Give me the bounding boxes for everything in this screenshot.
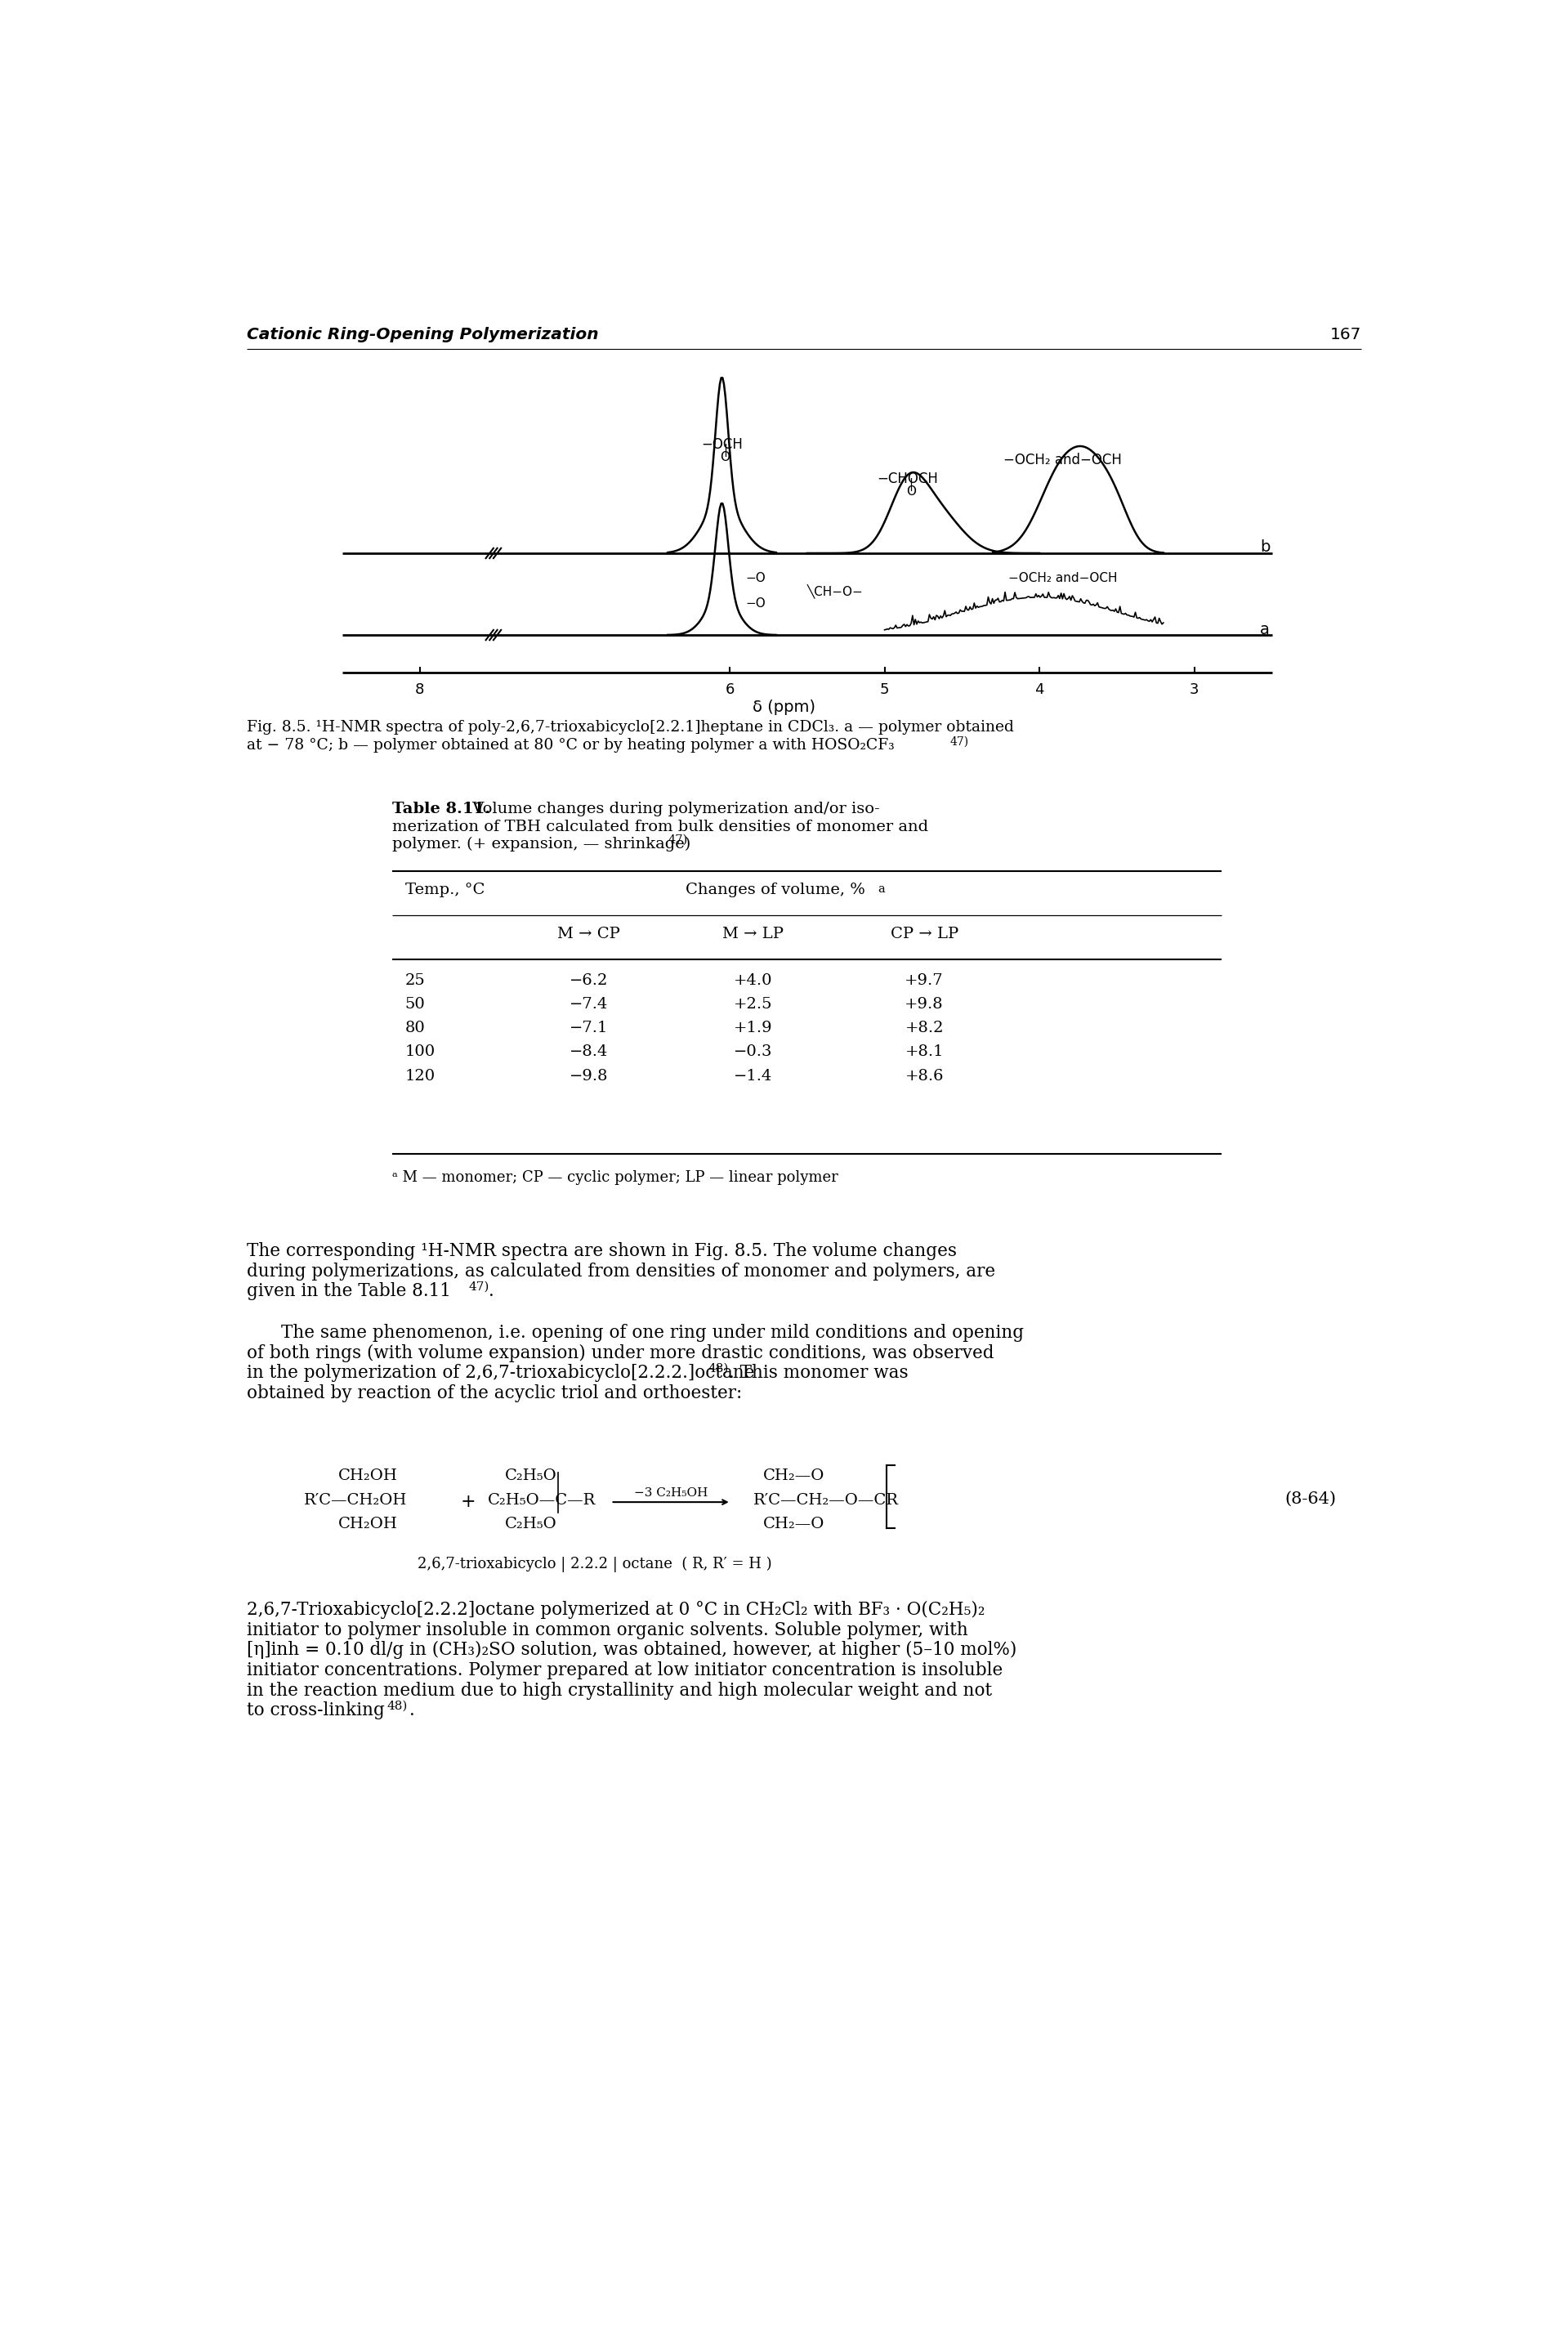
Text: −OCH₂ and−OCH: −OCH₂ and−OCH	[1008, 573, 1118, 585]
Text: of both rings (with volume expansion) under more drastic conditions, was observe: of both rings (with volume expansion) un…	[246, 1344, 994, 1362]
Text: |: |	[909, 477, 913, 491]
Text: a: a	[1259, 622, 1270, 638]
Text: O: O	[906, 484, 916, 498]
Text: −OCH₂ and−OCH: −OCH₂ and−OCH	[1004, 452, 1121, 468]
Text: (8-64): (8-64)	[1286, 1491, 1336, 1507]
Text: 5: 5	[880, 682, 889, 696]
Text: in the reaction medium due to high crystallinity and high molecular weight and n: in the reaction medium due to high cryst…	[246, 1682, 993, 1700]
Text: ╲CH−O−: ╲CH−O−	[808, 585, 864, 599]
Text: Table 8.11.: Table 8.11.	[392, 801, 491, 817]
Text: initiator concentrations. Polymer prepared at low initiator concentration is ins: initiator concentrations. Polymer prepar…	[246, 1661, 1002, 1679]
Text: R′C—CH₂—O—CR: R′C—CH₂—O—CR	[753, 1493, 898, 1507]
Text: +9.7: +9.7	[905, 974, 944, 987]
Text: M → CP: M → CP	[557, 927, 619, 941]
Text: +1.9: +1.9	[734, 1020, 773, 1036]
Text: +: +	[461, 1493, 477, 1512]
Text: polymer. (+ expansion, — shrinkage): polymer. (+ expansion, — shrinkage)	[392, 836, 691, 852]
Text: −9.8: −9.8	[569, 1069, 608, 1083]
Text: .: .	[409, 1702, 416, 1719]
Text: given in the Table 8.11: given in the Table 8.11	[246, 1283, 452, 1300]
Text: +9.8: +9.8	[905, 997, 944, 1011]
Text: +8.2: +8.2	[905, 1020, 944, 1036]
Text: 8: 8	[416, 682, 425, 696]
Text: 48): 48)	[707, 1362, 729, 1374]
Text: −O: −O	[745, 596, 765, 610]
Text: 50: 50	[405, 997, 425, 1011]
Text: 100: 100	[405, 1046, 436, 1060]
Text: Cationic Ring-Opening Polymerization: Cationic Ring-Opening Polymerization	[246, 326, 599, 342]
Text: [η]inh = 0.10 dl/g in (CH₃)₂SO solution, was obtained, however, at higher (5–10 : [η]inh = 0.10 dl/g in (CH₃)₂SO solution,…	[246, 1642, 1016, 1658]
Text: −7.1: −7.1	[569, 1020, 608, 1036]
Text: 3: 3	[1190, 682, 1200, 696]
Text: +8.1: +8.1	[905, 1046, 944, 1060]
Text: O: O	[720, 452, 731, 463]
Text: at − 78 °C; b — polymer obtained at 80 °C or by heating polymer a with HOSO₂CF₃: at − 78 °C; b — polymer obtained at 80 °…	[246, 738, 894, 752]
Text: in the polymerization of 2,6,7-trioxabicyclo[2.2.2.]octane: in the polymerization of 2,6,7-trioxabic…	[246, 1365, 754, 1383]
Text: 167: 167	[1330, 326, 1361, 342]
Text: b: b	[1259, 538, 1270, 554]
Text: CH₂—O: CH₂—O	[762, 1470, 825, 1484]
Text: ᵃ M — monomer; CP — cyclic polymer; LP — linear polymer: ᵃ M — monomer; CP — cyclic polymer; LP —…	[392, 1169, 839, 1185]
Text: R′C—CH₂OH: R′C—CH₂OH	[304, 1493, 408, 1507]
Text: 47): 47)	[668, 834, 688, 845]
Text: M → LP: M → LP	[723, 927, 784, 941]
Text: 80: 80	[405, 1020, 425, 1036]
Text: −CHOCH: −CHOCH	[877, 470, 938, 487]
Text: −0.3: −0.3	[734, 1046, 773, 1060]
Text: +2.5: +2.5	[734, 997, 773, 1011]
Text: −7.4: −7.4	[569, 997, 608, 1011]
Text: initiator to polymer insoluble in common organic solvents. Soluble polymer, with: initiator to polymer insoluble in common…	[246, 1621, 967, 1640]
Text: CP → LP: CP → LP	[891, 927, 958, 941]
Text: +8.6: +8.6	[905, 1069, 944, 1083]
Text: The corresponding ¹H-NMR spectra are shown in Fig. 8.5. The volume changes: The corresponding ¹H-NMR spectra are sho…	[246, 1241, 956, 1260]
Text: −OCH: −OCH	[701, 438, 743, 452]
Text: The same phenomenon, i.e. opening of one ring under mild conditions and opening: The same phenomenon, i.e. opening of one…	[282, 1323, 1024, 1342]
Text: −8.4: −8.4	[569, 1046, 608, 1060]
Text: C₂H₅O—C—R: C₂H₅O—C—R	[488, 1493, 596, 1507]
Text: +4.0: +4.0	[734, 974, 773, 987]
Text: 4: 4	[1035, 682, 1044, 696]
Text: C₂H₅O: C₂H₅O	[505, 1470, 557, 1484]
Text: |: |	[723, 445, 728, 456]
Text: −6.2: −6.2	[569, 974, 608, 987]
Text: −3 C₂H₅OH: −3 C₂H₅OH	[633, 1488, 707, 1500]
Text: 2,6,7-Trioxabicyclo[2.2.2]octane polymerized at 0 °C in CH₂Cl₂ with BF₃ · O(C₂H₅: 2,6,7-Trioxabicyclo[2.2.2]octane polymer…	[246, 1600, 985, 1619]
Text: C₂H₅O: C₂H₅O	[505, 1516, 557, 1530]
Text: Temp., °C: Temp., °C	[405, 883, 485, 897]
Text: CH₂OH: CH₂OH	[339, 1470, 398, 1484]
Text: to cross-linking: to cross-linking	[246, 1702, 384, 1719]
Text: 48): 48)	[387, 1700, 408, 1712]
Text: CH₂—O: CH₂—O	[762, 1516, 825, 1530]
Text: −O: −O	[745, 573, 765, 585]
Text: δ (ppm): δ (ppm)	[753, 699, 815, 715]
Text: a: a	[878, 883, 886, 894]
Text: 6: 6	[724, 682, 734, 696]
Text: 47): 47)	[469, 1281, 489, 1293]
Text: Fig. 8.5. ¹H-NMR spectra of poly-2,6,7-trioxabicyclo[2.2.1]heptane in CDCl₃. a —: Fig. 8.5. ¹H-NMR spectra of poly-2,6,7-t…	[246, 720, 1014, 734]
Text: Changes of volume, %: Changes of volume, %	[685, 883, 866, 897]
Text: 47): 47)	[950, 736, 969, 748]
Text: CH₂OH: CH₂OH	[339, 1516, 398, 1530]
Text: merization of TBH calculated from bulk densities of monomer and: merization of TBH calculated from bulk d…	[392, 820, 928, 834]
Text: Volume changes during polymerization and/or iso-: Volume changes during polymerization and…	[467, 801, 880, 817]
Text: . This monomer was: . This monomer was	[729, 1365, 908, 1383]
Text: 120: 120	[405, 1069, 436, 1083]
Text: during polymerizations, as calculated from densities of monomer and polymers, ar: during polymerizations, as calculated fr…	[246, 1262, 996, 1281]
Text: obtained by reaction of the acyclic triol and orthoester:: obtained by reaction of the acyclic trio…	[246, 1383, 742, 1402]
Text: −1.4: −1.4	[734, 1069, 773, 1083]
Text: 2,6,7-trioxabicyclo | 2.2.2 | octane  ( R, R′ = H ): 2,6,7-trioxabicyclo | 2.2.2 | octane ( R…	[417, 1556, 771, 1572]
Text: .: .	[489, 1283, 494, 1300]
Text: 25: 25	[405, 974, 425, 987]
